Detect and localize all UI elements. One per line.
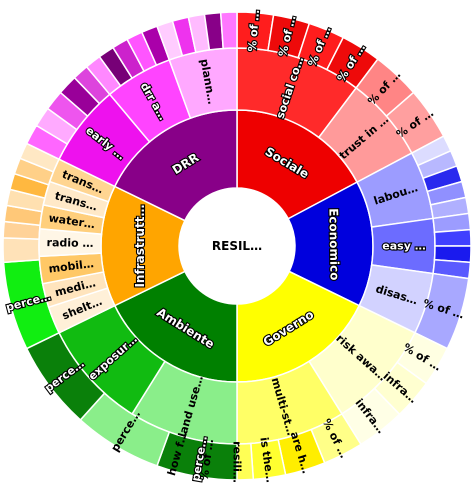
sector-2-child-1-leaf-2-label: is the… (257, 436, 276, 483)
sector-1-child-1-leaf-1-segment (433, 228, 472, 247)
sector-0-child-0-leaf-0-label: % of … (246, 9, 262, 52)
sector-4-child-0-leaf-0-segment (2, 237, 41, 264)
sector-4-label: Infrastrutt… (133, 204, 147, 287)
sector-1-child-1-label: easy … (382, 240, 425, 253)
sector-1-label: Economico (326, 208, 341, 281)
sector-5-child-2-leaf-4-segment (219, 11, 238, 50)
center-hole (179, 188, 295, 304)
sector-2-child-1-leaf-4-label: % of … (198, 438, 217, 481)
sector-4-child-2-label: mobil… (48, 257, 95, 275)
sector-2-child-1-leaf-3-label: resili… (231, 441, 244, 483)
sector-4-child-3-label: radio … (46, 236, 93, 250)
center-label: RESIL… (212, 239, 262, 253)
sunburst-rings (2, 11, 472, 481)
